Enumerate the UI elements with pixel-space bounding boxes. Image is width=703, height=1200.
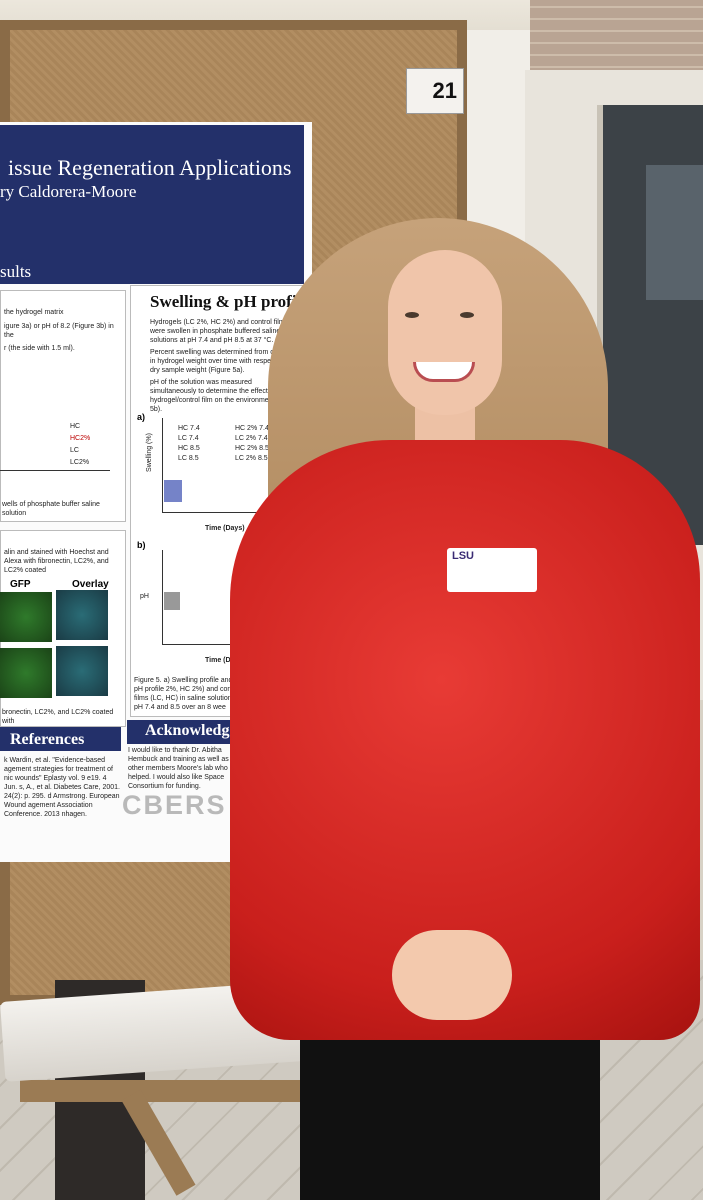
poster-title: issue Regeneration Applications (8, 155, 292, 180)
ph-axis-label: pH (140, 593, 149, 600)
references-bar (0, 727, 121, 751)
legend-item: HC 2% 7.4 (235, 425, 269, 432)
results-heading: sults (0, 262, 32, 281)
board-number: 21 (432, 78, 457, 103)
legend-item: LC 8.5 (178, 455, 199, 462)
poster-header (0, 125, 304, 265)
graph-b-label: b) (137, 540, 146, 550)
legend-item: LC 7.4 (178, 435, 199, 442)
stain-caption: alin and stained with Hoechst and Alexa … (4, 549, 109, 574)
figure-caption: Figure 5. a) Swelling profile and b) pH … (134, 677, 241, 711)
fibronectin-caption: bronectin, LC2%, and LC2% coated with (2, 709, 114, 725)
badge-logo: LSU (452, 550, 474, 562)
ack-text: I would like to thank Dr. Abitha Hembuck… (128, 747, 238, 790)
graph-b-y-axis (162, 550, 163, 645)
swelling-heading: Swelling & pH profiles (150, 292, 316, 311)
graph-a-data-cluster (164, 480, 182, 502)
bullet-2: Percent swelling was determined from cha… (150, 349, 297, 374)
left-eye (405, 312, 419, 318)
legend-item: LC 2% 8.5 (235, 455, 268, 462)
gfp-micrograph-2 (0, 648, 52, 698)
legend-lc2: LC2% (70, 459, 90, 466)
legend-item: HC 7.4 (178, 425, 200, 432)
left-results-panel (0, 290, 126, 522)
legend-item: HC 8.5 (178, 445, 200, 452)
name-badge (447, 548, 537, 592)
right-eye (460, 312, 474, 318)
graph-a-label: a) (137, 412, 146, 422)
overlay-micrograph-1 (56, 590, 108, 640)
poster-logo: CBERS (122, 790, 227, 820)
overlay-micrograph-2 (56, 646, 108, 696)
swelling-axis-label: Swelling (%) (145, 433, 153, 472)
graph-legend: HC 7.4 HC 2% 7.4 LC 7.4 LC 2% 7.4 HC 8.5… (178, 424, 288, 463)
legend-lc: LC (70, 447, 79, 454)
gfp-micrograph-1 (0, 592, 52, 642)
gfp-label: GFP (10, 579, 31, 590)
clasped-hands (392, 930, 512, 1020)
wells-caption: wells of phosphate buffer saline solutio… (2, 501, 100, 517)
time-axis-b: Time (Days) (205, 657, 245, 664)
legend-item: LC 2% 7.4 (235, 435, 268, 442)
board-number-card: 21 (406, 68, 464, 114)
overlay-label: Overlay (72, 579, 109, 590)
left-text-1: the hydrogel matrix (4, 309, 64, 316)
left-text-2: igure 3a) or pH of 8.2 (Figure 3b) in th… (4, 323, 114, 339)
graph-b-x-axis (162, 644, 280, 645)
poster-author: ry Caldorera-Moore (0, 182, 137, 201)
graph-a-y-axis (162, 418, 163, 513)
face (388, 250, 502, 415)
ack-bar (127, 720, 242, 744)
door-window (646, 165, 703, 300)
references-text: k Wardin, et al. "Evidence-based agement… (4, 757, 120, 818)
left-graph-axis (0, 470, 110, 471)
brick-wall (530, 0, 703, 78)
results-bar (0, 262, 304, 284)
graph-a-x-axis (162, 512, 280, 513)
legend-hc: HC (70, 423, 81, 430)
bullet-3: pH of the solution was measured simultan… (150, 379, 299, 413)
legend-hc2: HC2% (70, 435, 91, 442)
ack-heading: Acknowledge (145, 722, 237, 739)
legend-item: HC 2% 8.5 (235, 445, 269, 452)
left-text-3: r (the side with 1.5 ml). (4, 345, 75, 352)
graph-b-data-cluster (164, 592, 180, 610)
bullet-1: Hydrogels (LC 2%, HC 2%) and control fil… (150, 319, 289, 344)
time-axis-a: Time (Days) (205, 525, 245, 532)
references-heading: References (10, 731, 85, 748)
